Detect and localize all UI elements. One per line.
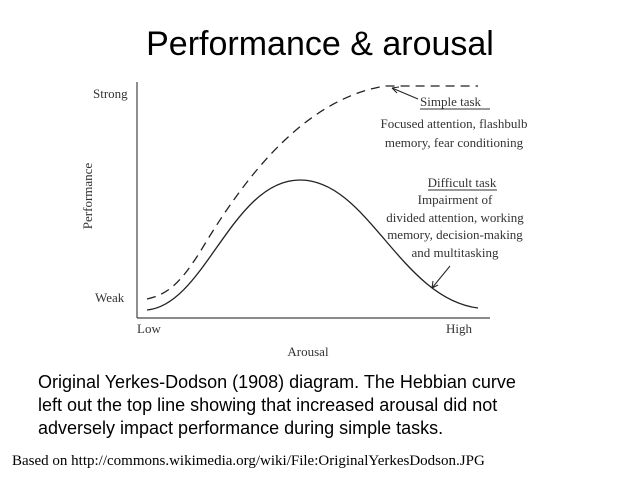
arrow (391, 87, 419, 100)
arrowhead (431, 280, 439, 289)
annotation-text: Impairment of (418, 192, 493, 207)
slide-title: Performance & arousal (146, 25, 494, 63)
arrowhead (391, 86, 400, 94)
caption-line: adversely impact performance during simp… (38, 418, 443, 438)
x-level-label: High (446, 321, 473, 336)
simple-task-curve (146, 85, 478, 300)
caption-line: left out the top line showing that incre… (38, 395, 497, 415)
y-axis-label: Performance (80, 163, 95, 230)
annotation-text: memory, fear conditioning (385, 135, 524, 150)
annotation-text: memory, decision-making (387, 227, 523, 242)
source: Based on http://commons.wikimedia.org/wi… (12, 453, 485, 469)
x-level-label: Low (137, 321, 161, 336)
annotation-text: and multitasking (411, 245, 499, 260)
difficult-task-curve (146, 179, 479, 311)
caption-line: Original Yerkes-Dodson (1908) diagram. T… (38, 372, 516, 392)
annotation-label: Difficult task (428, 175, 497, 190)
annotation-label: Simple task (420, 94, 482, 109)
annotation-text: Focused attention, flashbulb (381, 116, 528, 131)
arrow (431, 265, 451, 289)
x-axis-label: Arousal (287, 344, 329, 359)
y-level-label: Strong (93, 86, 128, 101)
y-level-label: Weak (95, 290, 125, 305)
annotation-text: divided attention, working (386, 210, 524, 225)
